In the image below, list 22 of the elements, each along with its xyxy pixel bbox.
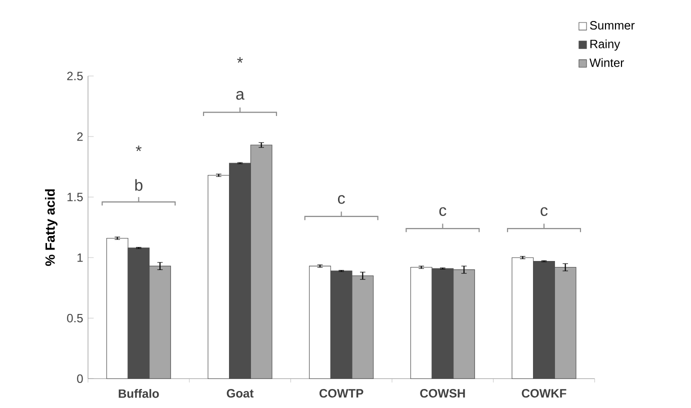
annotation: a — [236, 90, 244, 100]
legend-label: Winter — [590, 58, 624, 67]
annotation: c — [439, 207, 446, 216]
x-tick-label: Goat — [226, 389, 254, 398]
annotation: c — [540, 207, 548, 216]
annotation: b — [135, 179, 142, 191]
annotation: * — [136, 146, 142, 152]
x-tick-label: Buffalo — [118, 389, 159, 398]
y-tick-label: 1.5 — [68, 192, 83, 202]
legend-label: Rainy — [590, 39, 620, 51]
y-tick-label: 1 — [78, 253, 83, 262]
x-tick-label: COWSH — [420, 389, 465, 398]
y-tick-label: 2 — [77, 132, 83, 141]
text: * — [237, 57, 243, 63]
legend-label: Summer — [590, 21, 635, 30]
y-tick-label: 0.5 — [67, 314, 83, 322]
x-tick-label: COWKF — [522, 389, 566, 398]
x-tick-label: COWTP — [320, 389, 364, 398]
y-tick-label: 0 — [77, 374, 83, 383]
y-tick-label: 2.5 — [67, 72, 83, 80]
y-axis-title: % Fatty acid — [45, 189, 58, 266]
annotation: c — [338, 195, 345, 204]
